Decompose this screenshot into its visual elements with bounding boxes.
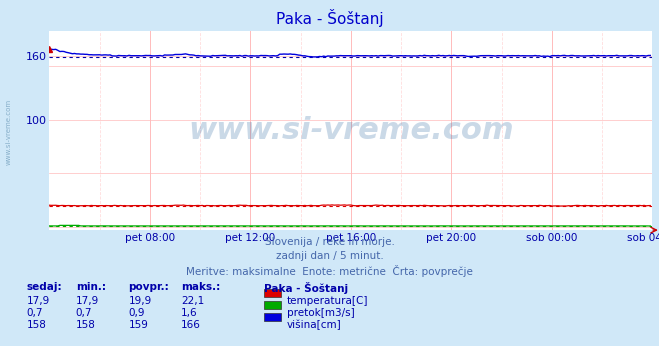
Text: 159: 159	[129, 320, 148, 330]
Text: 22,1: 22,1	[181, 296, 204, 306]
Text: 0,7: 0,7	[26, 308, 43, 318]
Text: Paka - Šoštanj: Paka - Šoštanj	[264, 282, 348, 294]
Text: 166: 166	[181, 320, 201, 330]
Text: 0,7: 0,7	[76, 308, 92, 318]
Text: www.si-vreme.com: www.si-vreme.com	[5, 98, 12, 165]
Text: 19,9: 19,9	[129, 296, 152, 306]
Text: www.si-vreme.com: www.si-vreme.com	[188, 116, 514, 145]
Text: pretok[m3/s]: pretok[m3/s]	[287, 308, 355, 318]
Text: 0,9: 0,9	[129, 308, 145, 318]
Text: povpr.:: povpr.:	[129, 282, 169, 292]
Text: sedaj:: sedaj:	[26, 282, 62, 292]
Text: Meritve: maksimalne  Enote: metrične  Črta: povprečje: Meritve: maksimalne Enote: metrične Črta…	[186, 265, 473, 277]
Text: višina[cm]: višina[cm]	[287, 320, 341, 330]
Text: 17,9: 17,9	[26, 296, 49, 306]
Text: maks.:: maks.:	[181, 282, 221, 292]
Text: 158: 158	[76, 320, 96, 330]
Text: Slovenija / reke in morje.: Slovenija / reke in morje.	[264, 237, 395, 247]
Text: 17,9: 17,9	[76, 296, 99, 306]
Text: Paka - Šoštanj: Paka - Šoštanj	[275, 9, 384, 27]
Text: 158: 158	[26, 320, 46, 330]
Text: zadnji dan / 5 minut.: zadnji dan / 5 minut.	[275, 251, 384, 261]
Text: 1,6: 1,6	[181, 308, 198, 318]
Text: temperatura[C]: temperatura[C]	[287, 296, 368, 306]
Text: min.:: min.:	[76, 282, 106, 292]
